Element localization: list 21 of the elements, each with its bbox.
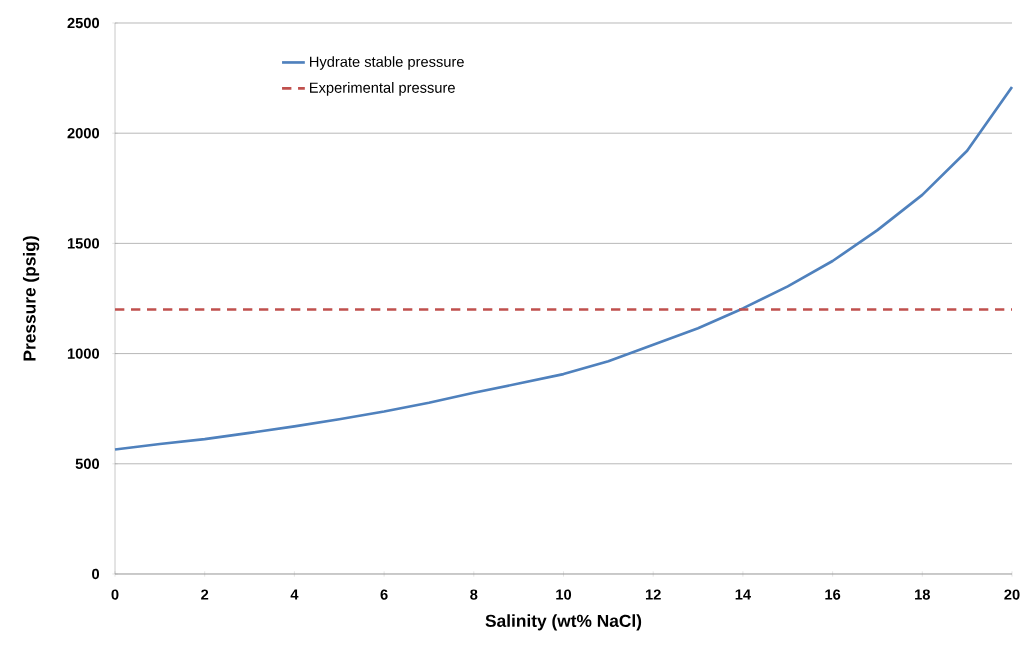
x-tick-label: 8 xyxy=(470,589,478,600)
y-tick-label: 1500 xyxy=(67,238,100,249)
x-tick-label: 6 xyxy=(380,589,388,600)
y-tick-label: 0 xyxy=(92,568,100,580)
y-tick-label: 2500 xyxy=(67,17,100,29)
y-axis-title: Pressure (psig) xyxy=(22,236,40,361)
legend-label: Experimental pressure xyxy=(310,82,455,96)
x-tick-label: 12 xyxy=(645,589,661,600)
x-tick-label: 4 xyxy=(290,589,299,600)
x-axis-title: Salinity (wt% NaCl) xyxy=(485,614,642,631)
x-tick-label: 20 xyxy=(1004,589,1020,600)
x-tick-label: 10 xyxy=(556,589,572,600)
legend-label: Hydrate stable pressure xyxy=(310,56,464,70)
x-tick-label: 18 xyxy=(915,589,930,600)
y-tick-label: 500 xyxy=(75,458,100,469)
x-tick-label: 2 xyxy=(201,589,209,600)
x-tick-label: 16 xyxy=(825,589,841,600)
y-tick-label: 1000 xyxy=(67,348,100,359)
x-tick-label: 14 xyxy=(735,589,751,600)
x-tick-label: 0 xyxy=(111,589,119,600)
y-tick-label: 2000 xyxy=(67,128,100,139)
